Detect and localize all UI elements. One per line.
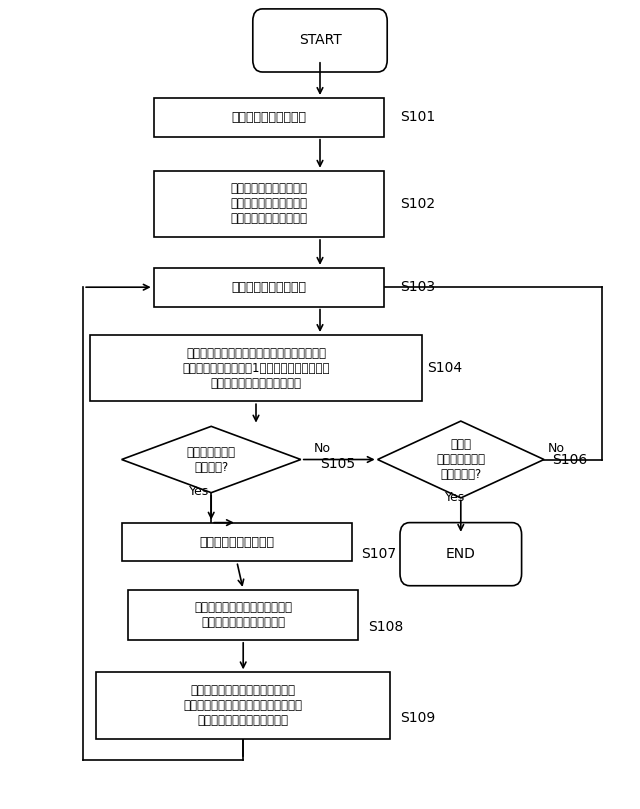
FancyBboxPatch shape	[154, 98, 384, 137]
Text: 基板位置マークの変位を計算し、
その変位から、パターン位置マークの
新しい位置を計算して再記憶: 基板位置マークの変位を計算し、 その変位から、パターン位置マークの 新しい位置を…	[184, 684, 303, 727]
Text: 位置ズレによる
通電不良?: 位置ズレによる 通電不良?	[187, 446, 236, 473]
Text: S102: S102	[400, 197, 435, 211]
Text: END: END	[446, 547, 476, 561]
Text: No: No	[548, 443, 565, 455]
Text: S101: S101	[400, 110, 435, 125]
Text: START: START	[299, 33, 341, 48]
FancyBboxPatch shape	[90, 335, 422, 401]
Text: S109: S109	[400, 710, 435, 725]
Text: S103: S103	[400, 280, 435, 294]
Text: 全ての
回路パターンの
検査が完了?: 全ての 回路パターンの 検査が完了?	[436, 438, 485, 481]
Text: Yes: Yes	[445, 491, 465, 504]
Polygon shape	[378, 421, 544, 498]
FancyBboxPatch shape	[154, 268, 384, 307]
FancyBboxPatch shape	[400, 523, 522, 586]
FancyBboxPatch shape	[154, 171, 384, 237]
Text: 記憶されたパターン位置マークでプローブを
位置合わせしながら、1回分の回路パターンを
プローブで検査して良否判定: 記憶されたパターン位置マークでプローブを 位置合わせしながら、1回分の回路パター…	[182, 346, 330, 390]
Text: S104: S104	[428, 361, 463, 375]
FancyBboxPatch shape	[253, 9, 387, 72]
Text: No: No	[314, 443, 331, 455]
Text: S105: S105	[320, 456, 355, 471]
Text: S108: S108	[368, 620, 403, 634]
Text: 基板を準備位置へ移動: 基板を準備位置へ移動	[199, 536, 275, 549]
Text: Yes: Yes	[189, 485, 209, 498]
FancyBboxPatch shape	[128, 590, 358, 640]
Text: 基板を検査位置へ移動: 基板を検査位置へ移動	[231, 281, 307, 294]
FancyBboxPatch shape	[122, 523, 352, 561]
Text: パターン位置マーク及び
基板位置マークの位置を
画像から読み取って記憶: パターン位置マーク及び 基板位置マークの位置を 画像から読み取って記憶	[230, 182, 307, 226]
Text: 基板位置マークの新しい位置を
画像から読み取って再記憶: 基板位置マークの新しい位置を 画像から読み取って再記憶	[194, 601, 292, 629]
FancyBboxPatch shape	[96, 672, 390, 739]
Text: S107: S107	[362, 547, 397, 561]
Text: 基板を準備位置へ移動: 基板を準備位置へ移動	[231, 111, 307, 124]
Text: S106: S106	[552, 452, 587, 467]
Polygon shape	[122, 426, 301, 493]
